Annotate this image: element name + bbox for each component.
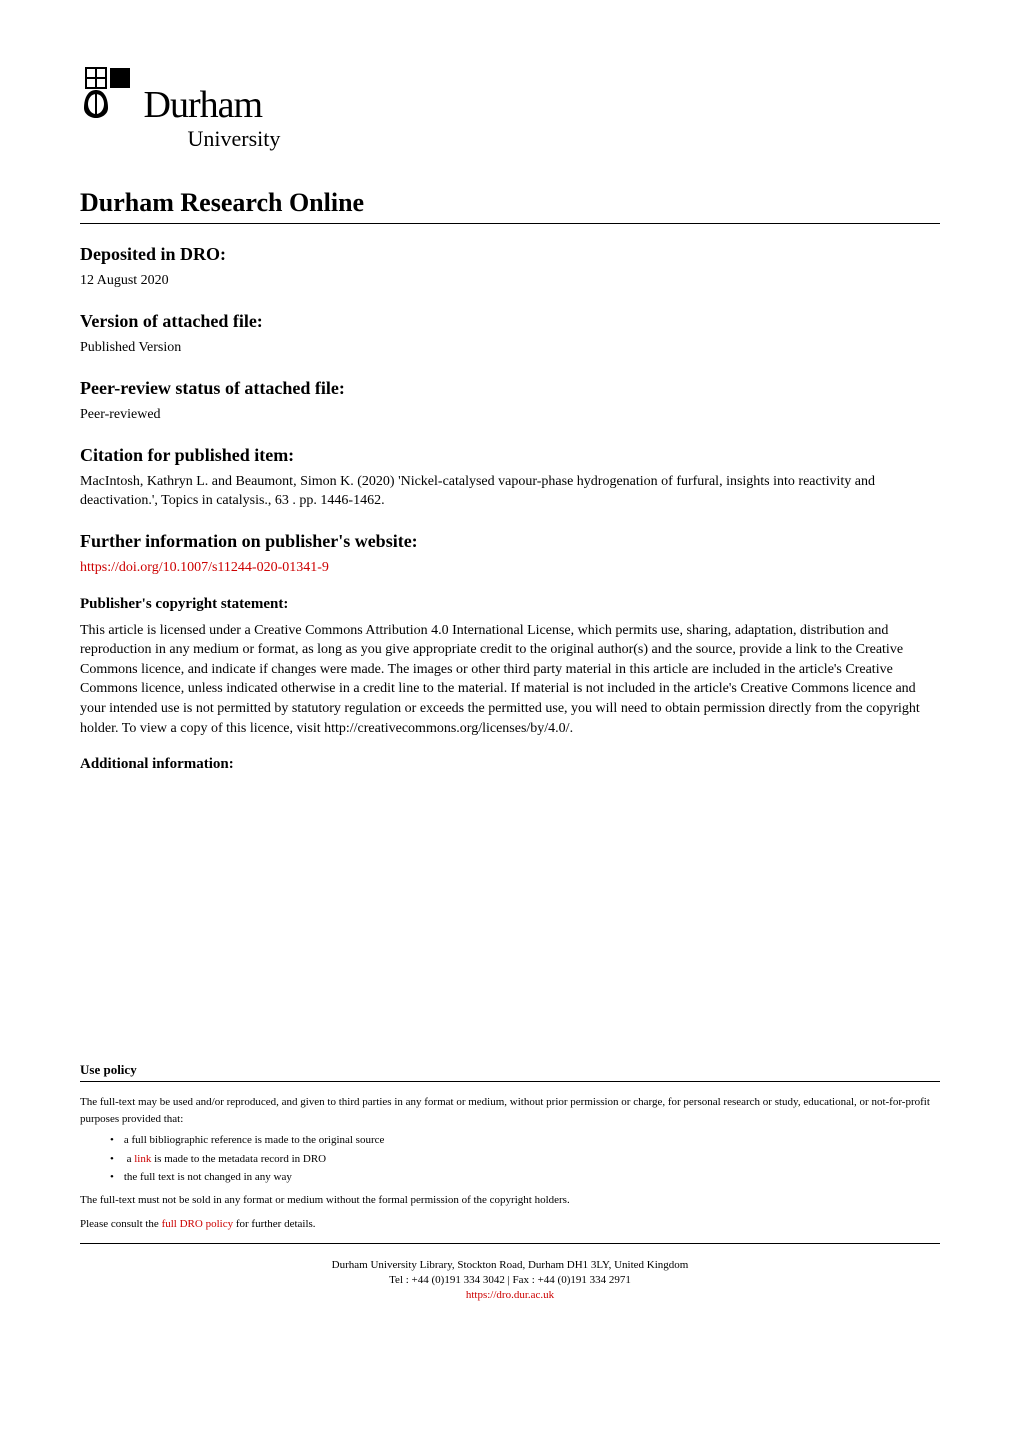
footer: Durham University Library, Stockton Road… [80,1258,940,1304]
further-info-heading: Further information on publisher's websi… [80,529,940,554]
use-policy-list: a full bibliographic reference is made t… [110,1133,940,1185]
logo-text: Durham University [144,79,281,155]
logo-university-text: University [188,124,281,155]
footer-address: Durham University Library, Stockton Road… [80,1258,940,1273]
citation-value: MacIntosh, Kathryn L. and Beaumont, Simo… [80,472,940,511]
logo-durham-text: Durham [144,84,263,126]
use-policy-rule [80,1081,940,1082]
footer-link[interactable]: https://dro.dur.ac.uk [466,1289,554,1301]
deposited-value: 12 August 2020 [80,271,940,291]
dro-policy-link[interactable]: full DRO policy [162,1218,234,1230]
heading-rule [80,223,940,224]
deposited-heading: Deposited in DRO: [80,242,940,267]
list-item: a full bibliographic reference is made t… [110,1133,940,1148]
spacer [80,781,940,1061]
version-heading: Version of attached file: [80,309,940,334]
version-value: Published Version [80,338,940,358]
main-heading: Durham Research Online [80,185,940,221]
use-policy-after: The full-text must not be sold in any fo… [80,1192,940,1209]
durham-logo-icon [80,60,140,127]
logo: Durham University [80,60,940,155]
use-policy-intro: The full-text may be used and/or reprodu… [80,1094,940,1127]
footer-contact: Tel : +44 (0)191 334 3042 | Fax : +44 (0… [80,1273,940,1288]
metadata-link[interactable]: link [134,1153,151,1165]
use-policy-consult: Please consult the full DRO policy for f… [80,1216,940,1233]
footer-rule [80,1243,940,1244]
copyright-value: This article is licensed under a Creativ… [80,621,940,739]
copyright-heading: Publisher's copyright statement: [80,594,940,615]
list-item: the full text is not changed in any way [110,1170,940,1185]
list-item: a link is made to the metadata record in… [110,1152,940,1167]
peer-review-value: Peer-reviewed [80,405,940,425]
additional-heading: Additional information: [80,754,940,775]
use-policy-heading: Use policy [80,1061,940,1079]
citation-heading: Citation for published item: [80,443,940,468]
peer-review-heading: Peer-review status of attached file: [80,376,940,401]
doi-link[interactable]: https://doi.org/10.1007/s11244-020-01341… [80,560,329,575]
